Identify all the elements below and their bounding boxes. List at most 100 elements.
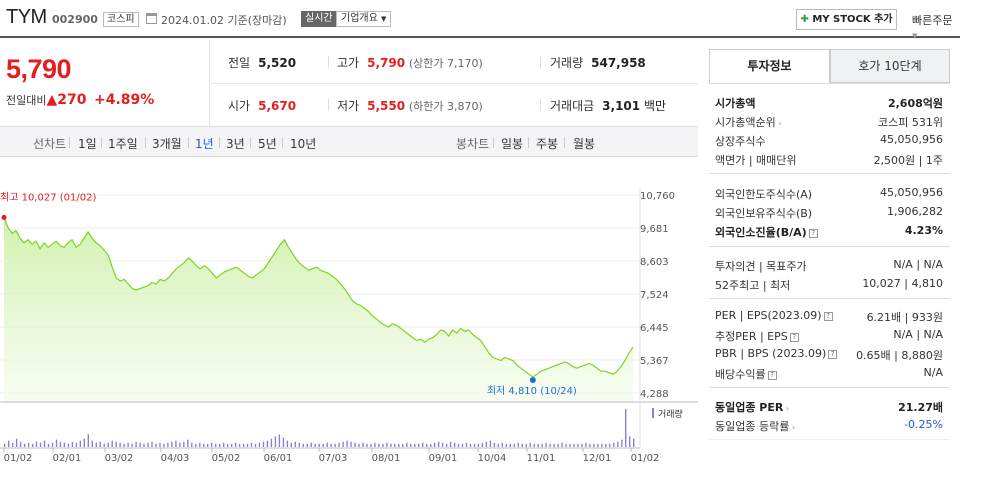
foreign-ratio-row[interactable]: 외국인소진율(B/A)? 4.23%	[715, 224, 943, 239]
volume-bar	[258, 442, 261, 447]
volume-bar	[250, 442, 253, 447]
volume-bar	[12, 442, 14, 447]
volume-bar	[282, 437, 285, 447]
prev-close: 전일 5,520	[228, 56, 297, 70]
volume-bar	[406, 442, 408, 447]
help-icon[interactable]: ?	[808, 228, 818, 238]
volume-bar	[370, 443, 372, 447]
volume-bar	[501, 442, 503, 447]
help-icon[interactable]: ?	[823, 311, 833, 321]
volume-bar	[67, 443, 70, 447]
help-icon[interactable]: ?	[828, 349, 838, 359]
price-chart[interactable]: 10,760 9,681 8,603 7,524 6,445 5,367 4,288 최고 …	[0, 158, 698, 486]
sector-per-row[interactable]: 동일업종 PER › 21.27배	[715, 401, 943, 414]
volume-bar	[107, 442, 109, 447]
volume-bar	[31, 443, 34, 447]
stock-code: 002900	[52, 13, 98, 26]
volume-bar	[167, 442, 169, 447]
x-tick-label: 12/01	[583, 453, 612, 464]
quick-order-button[interactable]: 빠른주문 ▼	[912, 12, 960, 41]
chevron-down-icon: ▼	[381, 15, 387, 23]
volume-bar	[15, 438, 18, 447]
market-cap-rank-row[interactable]: 시가총액순위 › 코스피 531위	[715, 116, 943, 129]
volume-bar	[382, 443, 384, 447]
period-1d[interactable]: 1일	[78, 137, 97, 151]
volume-bar	[163, 443, 165, 447]
dividend-yield-row[interactable]: 배당수익률? N/A	[715, 366, 943, 381]
x-tick-label: 10/04	[478, 453, 507, 464]
add-mystock-button[interactable]: ✚ MY STOCK 추가	[796, 9, 897, 30]
help-icon[interactable]: ?	[767, 370, 777, 380]
volume-bar	[613, 442, 615, 447]
period-selector: 선차트 1일 1주일 3개월 1년 3년 5년 10년 봉차트 일봉 주봉 월봉	[0, 126, 698, 157]
volume-bar	[609, 443, 611, 447]
volume-bar	[71, 441, 74, 447]
volume-bar	[119, 442, 121, 447]
volume-bar	[203, 443, 205, 447]
help-icon[interactable]: ?	[789, 332, 799, 342]
volume-bar	[223, 442, 225, 447]
volume-bar	[525, 443, 527, 447]
x-tick-label: 09/01	[429, 453, 458, 464]
candle-monthly[interactable]: 월봉	[573, 137, 596, 151]
realtime-badge[interactable]: 실시간	[301, 11, 337, 27]
volume-bar	[461, 443, 464, 447]
price-change: 전일대비▲270 +4.89%	[6, 92, 154, 108]
volume-bar	[342, 441, 344, 447]
volume-bar	[497, 443, 499, 447]
tab-investment-info[interactable]: 투자정보	[709, 49, 830, 83]
period-3m[interactable]: 3개월	[152, 137, 182, 151]
low-marker	[529, 377, 536, 384]
volume-bar	[207, 443, 209, 447]
volume-bar	[362, 442, 364, 447]
change-amount: 270	[57, 92, 87, 108]
quick-order-label: 빠른주문	[912, 14, 953, 27]
volume-bar	[274, 436, 277, 447]
volume-bar	[55, 439, 58, 447]
period-1w[interactable]: 1주일	[108, 137, 138, 151]
volume-bar	[322, 443, 324, 447]
volume-bar	[294, 441, 296, 447]
per-eps-row[interactable]: PER | EPS(2023.09)? 6.21배 | 933원	[715, 309, 943, 324]
volume-bar	[589, 443, 591, 447]
volume: 거래량 547,958	[550, 56, 646, 70]
tab-orderbook[interactable]: 호가 10단계	[830, 49, 950, 83]
volume-bar	[147, 442, 149, 447]
volume-bar	[270, 438, 273, 447]
period-5y[interactable]: 5년	[258, 137, 277, 151]
volume-bar	[597, 443, 599, 447]
volume-bar	[505, 443, 507, 447]
period-1y[interactable]: 1년	[195, 137, 214, 151]
corp-info-dropdown[interactable]: 기업개요 ▼	[336, 11, 392, 27]
volume-bar	[553, 443, 555, 447]
price-summary: 전일 5,520 고가 5,790 (상한가 7,170) 거래량 547,958 시…	[211, 40, 698, 126]
plus-icon: ✚	[800, 14, 809, 25]
est-per-eps-row[interactable]: 추정PER | EPS? N/A | N/A	[715, 328, 943, 343]
volume-bar	[521, 443, 523, 447]
volume-bar	[266, 440, 269, 447]
volume-bar	[537, 443, 539, 447]
volume-bar	[187, 439, 189, 447]
pbr-bps-row[interactable]: PBR | BPS (2023.09)? 0.65배 | 8,880원	[715, 347, 943, 362]
face-value-row: 액면가 | 매매단위 2,500원 | 1주	[715, 154, 943, 167]
calendar-icon	[146, 13, 157, 24]
volume-bar	[230, 443, 233, 447]
x-tick-label: 01/02	[631, 453, 660, 464]
volume-bar	[581, 443, 583, 447]
volume-bar	[47, 443, 50, 447]
volume-bar	[414, 443, 416, 447]
candle-weekly[interactable]: 주봉	[536, 137, 559, 151]
volume-bar	[585, 442, 587, 447]
candle-daily[interactable]: 일봉	[501, 137, 524, 151]
volume-bar	[27, 442, 30, 447]
volume-bar	[513, 443, 515, 447]
line-chart-label: 선차트	[33, 137, 67, 151]
sector-change-row[interactable]: 동일업종 등락률 › -0.25%	[715, 418, 943, 433]
volume-bar	[469, 443, 472, 447]
volume-legend: 거래량	[658, 408, 683, 420]
period-10y[interactable]: 10년	[290, 137, 317, 151]
volume-bar	[219, 443, 221, 447]
period-3y[interactable]: 3년	[226, 137, 245, 151]
x-tick-label: 04/03	[161, 453, 190, 464]
volume-bar	[533, 443, 535, 447]
